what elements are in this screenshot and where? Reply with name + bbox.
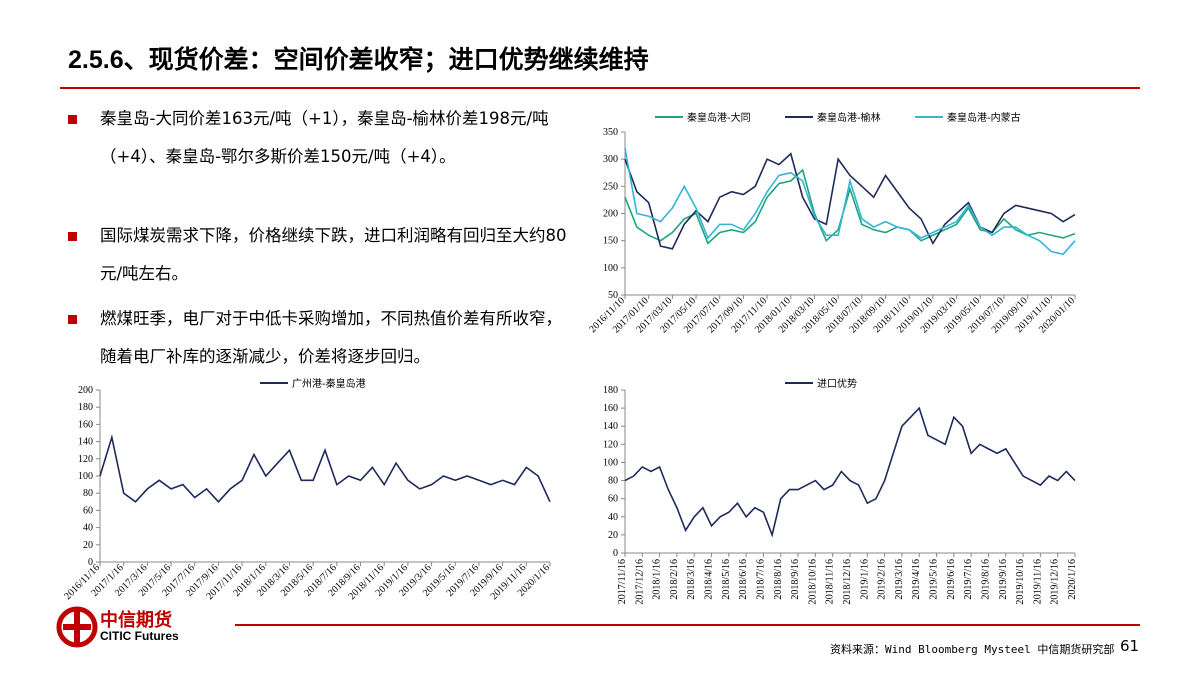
y-tick-label: 100	[78, 471, 93, 482]
x-tick-label: 2019/9/16	[998, 559, 1009, 600]
bullet: 秦皇岛-大同价差163元/吨（+1），秦皇岛-榆林价差198元/吨（+4）、秦皇…	[100, 109, 549, 166]
y-tick-label: 140	[78, 437, 93, 448]
bullet-icon	[68, 115, 77, 124]
y-tick-label: 120	[603, 439, 618, 450]
page-number: 61	[1120, 637, 1140, 655]
y-tick-label: 40	[608, 512, 618, 523]
y-tick-label: 150	[603, 236, 618, 247]
y-tick-label: 250	[603, 181, 618, 192]
y-tick-label: 80	[608, 476, 618, 487]
y-tick-label: 40	[83, 523, 93, 534]
x-tick-label: 2018/11/16	[825, 559, 836, 604]
x-tick-label: 2017/11/16	[617, 559, 628, 604]
y-tick-label: 60	[608, 494, 618, 505]
series-line	[99, 434, 551, 503]
y-tick-label: 140	[603, 421, 618, 432]
y-tick-label: 200	[78, 385, 93, 396]
title-rule	[60, 87, 1140, 89]
legend-label: 广州港-秦皇岛港	[292, 377, 366, 390]
y-tick-label: 200	[603, 209, 618, 220]
x-tick-label: 2018/4/16	[704, 559, 715, 600]
source-note: 资料来源：Wind Bloomberg Mysteel 中信期货研究部	[830, 643, 1115, 656]
slide-title: 2.5.6、现货价差：空间价差收窄；进口优势继续维持	[68, 46, 649, 74]
y-tick-label: 120	[78, 454, 93, 465]
x-tick-label: 2017/12/16	[634, 559, 645, 605]
x-tick-label: 2018/1/16	[652, 559, 663, 600]
bullet: 国际煤炭需求下降，价格继续下跌，进口利润略有回归至大约80元/吨左右。	[100, 226, 567, 283]
x-tick-label: 2018/2/16	[669, 559, 680, 600]
x-tick-label: 2018/6/16	[738, 559, 749, 600]
x-tick-label: 2018/3/16	[686, 559, 697, 600]
x-tick-label: 2019/3/16	[894, 559, 905, 600]
series-line	[624, 406, 1076, 538]
bullet-icon	[68, 315, 77, 324]
logo-name: 中信期货	[100, 610, 172, 631]
y-tick-label: 350	[603, 127, 618, 138]
x-tick-label: 2018/5/16	[721, 559, 732, 600]
y-tick-label: 160	[78, 419, 93, 430]
series-line	[624, 152, 1076, 250]
y-tick-label: 50	[608, 290, 618, 301]
y-tick-label: 80	[83, 488, 93, 499]
x-tick-label: 2018/9/16	[790, 559, 801, 600]
legend-label: 秦皇岛港-内蒙古	[947, 111, 1021, 124]
logo-icon	[56, 606, 98, 648]
series-line	[624, 148, 1076, 256]
legend-label: 秦皇岛港-大同	[687, 111, 751, 124]
x-tick-label: 2019/7/16	[963, 559, 974, 600]
x-tick-label: 2019/6/16	[946, 559, 957, 600]
x-tick-label: 2019/12/16	[1050, 559, 1061, 605]
x-tick-label: 2019/2/16	[877, 559, 888, 600]
x-tick-label: 2018/7/16	[755, 559, 766, 600]
y-tick-label: 20	[83, 540, 93, 551]
y-tick-label: 20	[608, 530, 618, 541]
y-tick-label: 0	[88, 557, 93, 568]
x-tick-label: 2018/10/16	[807, 559, 818, 605]
bullet: 燃煤旺季，电厂对于中低卡采购增加，不同热值价差有所收窄，随着电厂补库的逐渐减少，…	[100, 309, 562, 366]
legend-label: 秦皇岛港-榆林	[817, 111, 881, 124]
x-tick-label: 2018/8/16	[773, 559, 784, 600]
bullet-icon	[68, 232, 77, 241]
y-tick-label: 160	[603, 403, 618, 414]
x-tick-label: 2019/1/16	[859, 559, 870, 600]
x-tick-label: 2020/1/16	[1067, 559, 1078, 600]
logo-english: CITIC Futures	[100, 629, 179, 643]
x-tick-label: 2019/10/16	[1015, 559, 1026, 605]
y-tick-label: 60	[83, 505, 93, 516]
x-tick-label: 2019/5/16	[929, 559, 940, 600]
y-tick-label: 0	[613, 548, 618, 559]
x-tick-label: 2018/12/16	[842, 559, 853, 605]
y-tick-label: 100	[603, 263, 618, 274]
legend-label: 进口优势	[817, 377, 857, 390]
footer-rule	[235, 624, 1140, 626]
y-tick-label: 100	[603, 457, 618, 468]
y-tick-label: 180	[78, 402, 93, 413]
y-tick-label: 180	[603, 385, 618, 396]
y-tick-label: 300	[603, 154, 618, 165]
x-tick-label: 2019/4/16	[911, 559, 922, 600]
x-tick-label: 2019/8/16	[980, 559, 991, 600]
series-line	[624, 168, 1076, 245]
x-tick-label: 2019/11/16	[1032, 559, 1043, 604]
